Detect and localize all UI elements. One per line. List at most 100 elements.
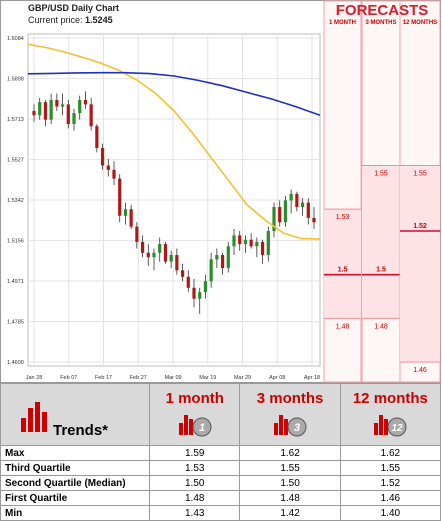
forecast-median-label: 1.52 bbox=[413, 223, 427, 230]
forecast-1-icon-number: 1 bbox=[199, 422, 205, 434]
row-value: 1.55 bbox=[339, 460, 442, 476]
candle-body bbox=[278, 206, 282, 223]
candle-body bbox=[300, 202, 305, 207]
bar-chart-icon bbox=[21, 402, 47, 432]
y-tick-label: 1.5898 bbox=[7, 77, 24, 83]
candle-body bbox=[129, 209, 133, 227]
candle-body bbox=[89, 104, 93, 127]
candle-body bbox=[43, 102, 48, 120]
forecast-range-m1 bbox=[324, 209, 361, 319]
candle-body bbox=[152, 252, 156, 258]
forecast-12-icon-number: 12 bbox=[392, 423, 404, 434]
row-label: Min bbox=[0, 505, 151, 521]
candle-body bbox=[135, 226, 139, 242]
trends-header-label-cell: Trends* bbox=[0, 383, 151, 446]
y-tick-label: 1.4785 bbox=[7, 320, 24, 326]
candle-body bbox=[306, 202, 310, 218]
candle-body bbox=[226, 246, 230, 269]
candle-body bbox=[312, 217, 316, 223]
y-tick-label: 1.5713 bbox=[7, 117, 24, 123]
moving-average-blue bbox=[27, 71, 321, 117]
row-value: 1.62 bbox=[339, 445, 442, 461]
trend-row-first-quartile: First Quartile 1.48 1.48 1.46 bbox=[0, 490, 442, 506]
candle-body bbox=[220, 255, 225, 269]
candle-body bbox=[72, 113, 76, 125]
candle-body bbox=[215, 255, 219, 260]
moving-average-yellow bbox=[27, 43, 321, 240]
trend-1-month-header: 1 month 1 bbox=[149, 383, 241, 446]
y-tick-label: 1.4600 bbox=[7, 360, 24, 366]
candle-body bbox=[203, 281, 208, 293]
chart-title: GBP/USD Daily Chart bbox=[28, 3, 120, 13]
candle-body bbox=[32, 110, 36, 116]
trend-12-months-icon: 12 bbox=[345, 411, 436, 440]
x-tick-label: Feb 27 bbox=[130, 375, 147, 381]
row-value: 1.52 bbox=[339, 475, 442, 491]
row-value: 1.40 bbox=[339, 505, 442, 521]
forecast-median-label: 1.5 bbox=[338, 267, 348, 274]
row-value: 1.53 bbox=[149, 460, 241, 476]
forecast-median-label: 1.5 bbox=[376, 267, 386, 274]
candle-body bbox=[118, 178, 122, 216]
y-tick-label: 1.5156 bbox=[7, 239, 24, 245]
row-label: Second Quartile (Median) bbox=[0, 475, 151, 491]
candle-body bbox=[78, 100, 82, 114]
forecast-1-icon: 1 bbox=[178, 414, 212, 436]
current-price-value: 1.5245 bbox=[85, 15, 113, 25]
row-value: 1.43 bbox=[149, 505, 241, 521]
trend-row-third-quartile: Third Quartile 1.53 1.55 1.55 bbox=[0, 460, 442, 476]
row-value: 1.55 bbox=[239, 460, 341, 476]
candle-body bbox=[243, 239, 248, 245]
trend-1-month-icon: 1 bbox=[154, 411, 235, 440]
candle-body bbox=[249, 239, 253, 247]
forecast-range-m3 bbox=[362, 165, 400, 319]
candle-body bbox=[295, 193, 299, 207]
candle-body bbox=[106, 165, 110, 170]
trend-1-month-title: 1 month bbox=[165, 389, 224, 407]
row-label: Max bbox=[0, 445, 151, 461]
price-chart: 1.6084 1.5898 1.5713 1.5527 1.5342 1.5156 1.49… bbox=[0, 0, 441, 383]
trend-3-months-icon: 3 bbox=[244, 411, 335, 440]
candle-body bbox=[55, 100, 59, 107]
candle-body bbox=[232, 235, 236, 247]
candle-body bbox=[49, 100, 53, 120]
candle-body bbox=[272, 206, 276, 232]
candle-body bbox=[180, 270, 185, 277]
forecast-3-icon: 3 bbox=[274, 414, 307, 436]
candle-body bbox=[238, 235, 242, 245]
x-tick-label: Apr 18 bbox=[304, 375, 320, 381]
forecast-q3-label: 1.53 bbox=[336, 214, 350, 221]
candle-body bbox=[163, 244, 168, 262]
trend-12-months-header: 12 months 12 bbox=[339, 383, 442, 446]
row-value: 1.42 bbox=[239, 505, 341, 521]
candle-body bbox=[158, 244, 162, 253]
forecast-12-icon: 12 bbox=[374, 414, 407, 436]
candle-body bbox=[283, 200, 288, 223]
candle-body bbox=[60, 104, 65, 107]
row-value: 1.59 bbox=[149, 445, 241, 461]
forecast-q3-label: 1.55 bbox=[374, 171, 388, 178]
candle-body bbox=[209, 259, 213, 282]
candle-body bbox=[66, 104, 70, 125]
candle-body bbox=[112, 169, 116, 179]
x-tick-label: Feb 07 bbox=[60, 375, 77, 381]
forecast-q1-label: 1.48 bbox=[336, 323, 350, 330]
x-tick-label: Apr 08 bbox=[269, 375, 285, 381]
x-tick-label: Jan 28 bbox=[26, 375, 43, 381]
candle-body bbox=[83, 100, 88, 105]
forecasts-title: FORECASTS bbox=[335, 2, 429, 19]
x-tick-label: Mar 29 bbox=[234, 375, 251, 381]
trend-3-months-header: 3 months 3 bbox=[239, 383, 341, 446]
candle-body bbox=[123, 209, 128, 216]
row-value: 1.50 bbox=[149, 475, 241, 491]
candle-body bbox=[260, 241, 265, 256]
row-value: 1.48 bbox=[239, 490, 341, 506]
trend-row-median: Second Quartile (Median) 1.50 1.50 1.52 bbox=[0, 475, 442, 491]
x-tick-label: Mar 09 bbox=[164, 375, 181, 381]
current-price-label: Current price: bbox=[28, 15, 83, 25]
candle-body bbox=[289, 193, 293, 201]
forecast-q1-label: 1.48 bbox=[374, 323, 388, 330]
candle-body bbox=[266, 231, 270, 256]
x-tick-label: Feb 17 bbox=[95, 375, 112, 381]
